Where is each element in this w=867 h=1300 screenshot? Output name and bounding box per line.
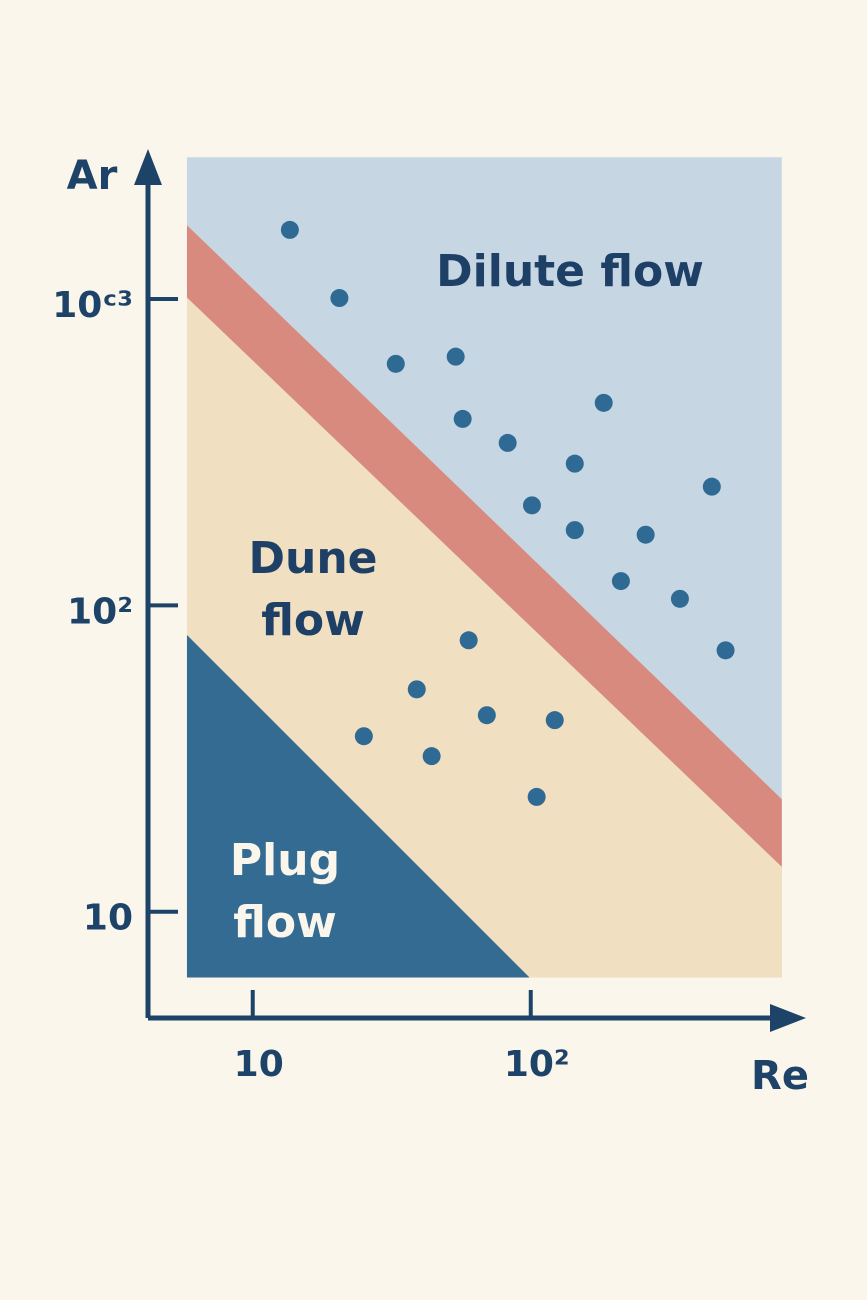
- y-axis-label: Ar: [67, 153, 118, 199]
- data-point: [459, 631, 478, 650]
- data-point: [522, 496, 541, 515]
- data-point: [280, 220, 299, 239]
- region-label: Dune flow: [248, 533, 378, 646]
- y-tick-label: 10ᶜ³: [52, 285, 133, 326]
- data-point: [611, 572, 630, 591]
- region-label: Dilute flow: [436, 246, 704, 297]
- y-tick-label: 10²: [67, 591, 133, 632]
- data-point: [354, 727, 373, 746]
- regions: [186, 157, 782, 978]
- data-point: [330, 289, 349, 308]
- x-axis-arrow: [770, 1004, 806, 1032]
- data-point: [498, 433, 517, 452]
- data-point: [636, 525, 655, 544]
- y-tick-label: 10: [83, 898, 133, 939]
- region-label: Plug flow: [229, 835, 341, 948]
- data-point: [670, 589, 689, 608]
- x-axis-label: Re: [751, 1053, 809, 1099]
- data-point: [407, 680, 426, 699]
- data-point: [422, 747, 441, 766]
- region: [186, 225, 782, 867]
- x-tick-label: 10: [234, 1044, 284, 1085]
- data-point: [477, 706, 496, 725]
- data-point: [565, 521, 584, 540]
- data-point: [702, 477, 721, 496]
- data-point: [527, 787, 546, 806]
- data-point: [594, 393, 613, 412]
- x-tick-label: 10²: [504, 1044, 570, 1085]
- region: [186, 635, 530, 978]
- data-point: [565, 454, 584, 473]
- y-axis-arrow: [134, 149, 162, 185]
- data-point: [386, 354, 405, 373]
- data-point: [716, 641, 735, 660]
- data-point: [446, 347, 465, 366]
- data-point: [453, 409, 472, 428]
- data-point: [545, 711, 564, 730]
